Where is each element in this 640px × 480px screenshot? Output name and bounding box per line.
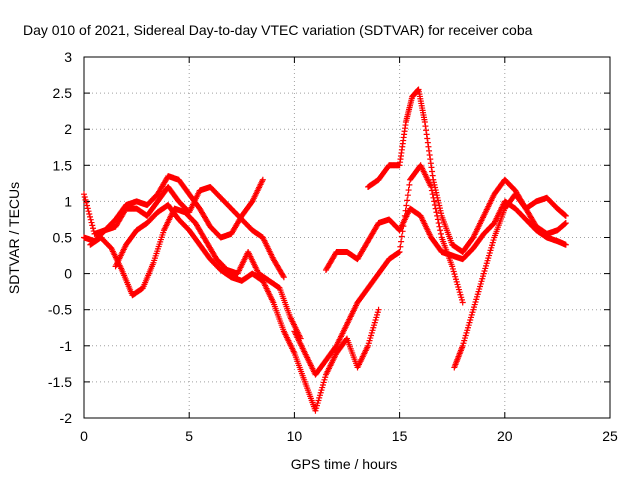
data-point <box>422 123 429 130</box>
data-point <box>428 164 435 171</box>
data-point <box>562 241 569 248</box>
series-track-4 <box>112 202 382 414</box>
data-point <box>459 299 466 306</box>
data-point <box>431 198 438 205</box>
series-track-6 <box>322 198 569 273</box>
x-tick-label: 0 <box>80 428 88 444</box>
series-track-8 <box>451 191 569 371</box>
data-point <box>82 196 89 203</box>
x-tick-label: 15 <box>392 428 408 444</box>
data-point <box>427 156 434 163</box>
grid <box>84 57 610 418</box>
data-point <box>434 216 441 223</box>
series-track-3 <box>87 205 304 342</box>
series-track-5 <box>291 162 466 378</box>
data-point <box>406 181 413 188</box>
data-point <box>429 191 436 198</box>
data-point <box>84 202 91 209</box>
chart-title: Day 010 of 2021, Sidereal Day-to-day VTE… <box>23 22 533 38</box>
data-point <box>81 194 88 201</box>
data-point <box>423 127 430 134</box>
data-point <box>87 216 94 223</box>
data-points <box>81 86 569 414</box>
x-tick-label: 20 <box>497 428 513 444</box>
y-tick-label: 0 <box>64 266 72 282</box>
data-point <box>83 199 90 206</box>
data-point <box>404 192 411 199</box>
data-point <box>280 272 287 279</box>
data-point <box>86 211 93 218</box>
data-point <box>436 223 443 230</box>
x-axis-label: GPS time / hours <box>291 456 398 472</box>
y-tick-label: 3 <box>64 49 72 65</box>
data-point <box>259 176 266 183</box>
data-point <box>85 208 92 215</box>
data-point <box>435 220 442 227</box>
data-point <box>81 191 87 198</box>
data-point <box>426 147 433 154</box>
data-point <box>398 233 405 240</box>
data-point <box>398 238 405 245</box>
data-point <box>88 219 95 226</box>
data-point <box>426 151 433 158</box>
data-point <box>396 248 403 255</box>
y-axis-label: SDTVAR / TECUs <box>6 182 22 294</box>
data-point <box>433 209 440 216</box>
data-point <box>424 135 431 142</box>
data-point <box>425 143 432 150</box>
y-tick-label: 1.5 <box>53 157 73 173</box>
data-point <box>421 118 428 125</box>
y-tick-label: -1.5 <box>48 374 72 390</box>
data-point <box>375 306 382 313</box>
data-point <box>562 212 569 219</box>
data-point <box>89 222 96 229</box>
data-point <box>427 160 434 167</box>
y-tick-label: 2 <box>64 121 72 137</box>
data-point <box>280 274 287 281</box>
axis-ticks: -2 -1.5 -1 -0.5 0 0.5 1 1.5 2 2.5 3 0 5 10 15 20 25 <box>48 49 618 444</box>
data-point <box>397 243 404 250</box>
data-point <box>429 172 436 179</box>
data-point <box>437 230 444 237</box>
y-tick-label: 1 <box>64 193 72 209</box>
y-tick-label: -2 <box>60 410 73 426</box>
data-point <box>424 139 431 146</box>
x-tick-label: 10 <box>287 428 303 444</box>
series-track-1 <box>81 173 266 241</box>
data-point <box>404 197 411 204</box>
data-point <box>423 131 430 138</box>
data-point <box>405 187 412 194</box>
series-track-7 <box>365 86 569 255</box>
data-point <box>403 202 410 209</box>
data-point <box>562 220 569 227</box>
data-point <box>84 205 91 212</box>
data-point <box>87 213 94 220</box>
y-tick-label: -0.5 <box>48 302 72 318</box>
x-tick-label: 5 <box>185 428 193 444</box>
data-point <box>429 168 436 175</box>
data-point <box>90 225 97 232</box>
y-tick-label: 2.5 <box>53 85 73 101</box>
y-tick-label: 0.5 <box>53 230 73 246</box>
data-point <box>437 227 444 234</box>
x-tick-label: 25 <box>602 428 618 444</box>
y-tick-label: -1 <box>60 338 73 354</box>
